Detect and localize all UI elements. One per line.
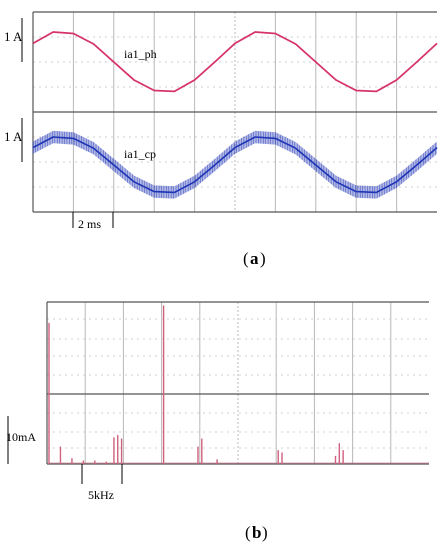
series-label-ph: ia1_ph bbox=[124, 47, 157, 61]
series-label-cp: ia1_cp bbox=[124, 147, 156, 161]
freq-scale-label: 5kHz bbox=[88, 488, 114, 502]
caption-b-letter: b bbox=[252, 523, 261, 542]
series-line-cp bbox=[32, 136, 438, 194]
caption-a-open: ( bbox=[243, 249, 249, 268]
scale-label-top: 1 A bbox=[4, 29, 23, 44]
scale-label-y: 10mA bbox=[6, 430, 36, 444]
caption-a-close: ) bbox=[260, 249, 266, 268]
caption-a-letter: a bbox=[250, 249, 259, 268]
panel-b bbox=[7, 301, 429, 484]
panel-a bbox=[21, 11, 438, 228]
series-line-ph bbox=[32, 31, 438, 93]
scale-label-bottom: 1 A bbox=[4, 129, 23, 144]
time-scale-label: 2 ms bbox=[78, 217, 101, 231]
caption-b-open: ( bbox=[245, 523, 251, 542]
caption-b-close: ) bbox=[262, 523, 268, 542]
